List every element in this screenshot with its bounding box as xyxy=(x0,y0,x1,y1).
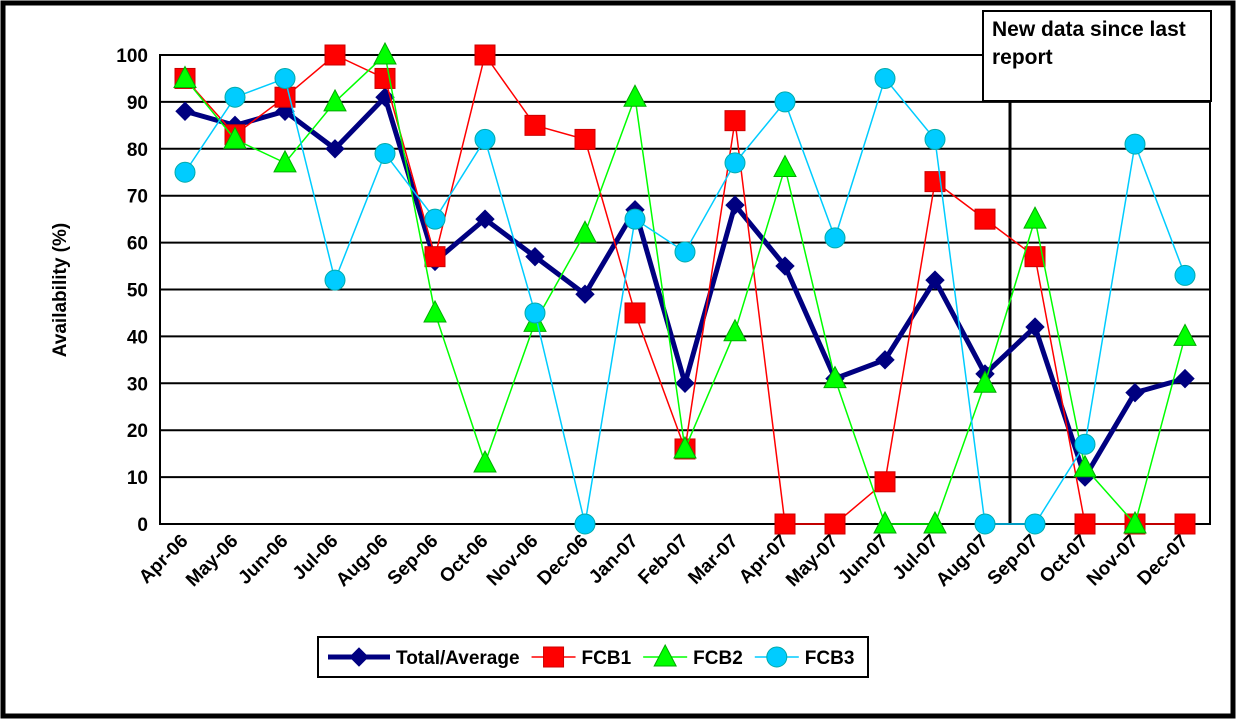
legend-label: FCB2 xyxy=(693,648,743,669)
marker xyxy=(973,370,997,393)
y-tick-label: 60 xyxy=(127,234,148,255)
marker xyxy=(1024,513,1046,535)
marker xyxy=(724,110,746,132)
marker xyxy=(824,513,846,535)
y-tick-label: 40 xyxy=(127,327,148,348)
marker xyxy=(775,256,795,276)
marker xyxy=(575,284,595,304)
marker xyxy=(474,128,496,150)
marker xyxy=(624,208,646,230)
marker xyxy=(724,152,746,174)
marker xyxy=(349,647,369,667)
marker xyxy=(675,373,695,394)
marker xyxy=(224,86,246,108)
marker xyxy=(323,88,347,112)
marker xyxy=(673,435,697,459)
marker xyxy=(173,65,197,88)
y-tick-label: 10 xyxy=(127,468,148,489)
marker xyxy=(373,41,397,65)
marker xyxy=(474,44,496,66)
marker xyxy=(174,161,196,183)
legend-label: FCB3 xyxy=(805,648,855,669)
y-tick-label: 0 xyxy=(137,515,148,536)
marker xyxy=(324,269,346,291)
marker xyxy=(1073,454,1097,478)
marker xyxy=(875,350,895,370)
marker xyxy=(774,513,796,535)
marker xyxy=(873,510,897,534)
marker xyxy=(766,646,788,668)
y-tick-label: 90 xyxy=(127,93,148,114)
marker xyxy=(1074,513,1096,535)
legend-label: Total/Average xyxy=(396,648,520,669)
marker xyxy=(924,128,946,150)
marker xyxy=(175,101,195,121)
y-tick-label: 80 xyxy=(127,140,148,161)
marker xyxy=(574,128,596,150)
marker xyxy=(974,513,996,535)
marker xyxy=(273,149,297,173)
marker xyxy=(524,302,546,324)
legend-label: FCB1 xyxy=(582,648,632,669)
marker xyxy=(374,67,396,89)
marker xyxy=(524,114,546,136)
marker xyxy=(325,139,345,159)
marker xyxy=(874,471,896,493)
marker xyxy=(624,302,646,324)
marker xyxy=(1175,368,1195,389)
marker xyxy=(1174,264,1196,286)
marker xyxy=(423,299,447,323)
marker xyxy=(773,154,797,178)
annotation: New data since last report xyxy=(982,10,1212,102)
marker xyxy=(1024,246,1046,268)
marker xyxy=(1174,513,1196,535)
marker xyxy=(324,44,346,66)
marker xyxy=(1025,317,1045,337)
marker xyxy=(653,643,677,667)
y-tick-label: 70 xyxy=(127,187,148,208)
y-tick-label: 20 xyxy=(127,421,148,442)
y-tick-label: 30 xyxy=(127,374,148,395)
marker xyxy=(874,67,896,89)
marker xyxy=(223,126,247,149)
marker xyxy=(475,209,495,229)
marker xyxy=(1125,382,1145,403)
marker xyxy=(723,318,747,342)
marker xyxy=(473,449,497,473)
marker xyxy=(925,270,945,290)
marker xyxy=(1123,510,1147,534)
marker xyxy=(543,646,565,668)
marker xyxy=(1124,133,1146,155)
marker xyxy=(274,67,296,89)
marker xyxy=(1173,323,1197,346)
y-tick-label: 100 xyxy=(116,46,148,67)
marker xyxy=(623,84,647,107)
marker xyxy=(774,91,796,113)
y-axis-label: Availability (%) xyxy=(50,223,71,357)
marker xyxy=(1023,206,1047,229)
marker xyxy=(725,195,745,215)
marker xyxy=(574,513,596,535)
marker xyxy=(1074,433,1096,455)
marker xyxy=(374,142,396,164)
marker xyxy=(824,227,846,249)
marker xyxy=(573,220,597,243)
marker xyxy=(823,365,847,389)
legend: Total/Average FCB1 FCB2 FCB3 xyxy=(317,636,869,678)
marker xyxy=(424,208,446,230)
marker xyxy=(525,246,545,267)
marker xyxy=(424,246,446,268)
marker xyxy=(674,241,696,263)
marker xyxy=(923,510,947,534)
y-tick-label: 50 xyxy=(127,281,148,302)
marker xyxy=(974,208,996,230)
